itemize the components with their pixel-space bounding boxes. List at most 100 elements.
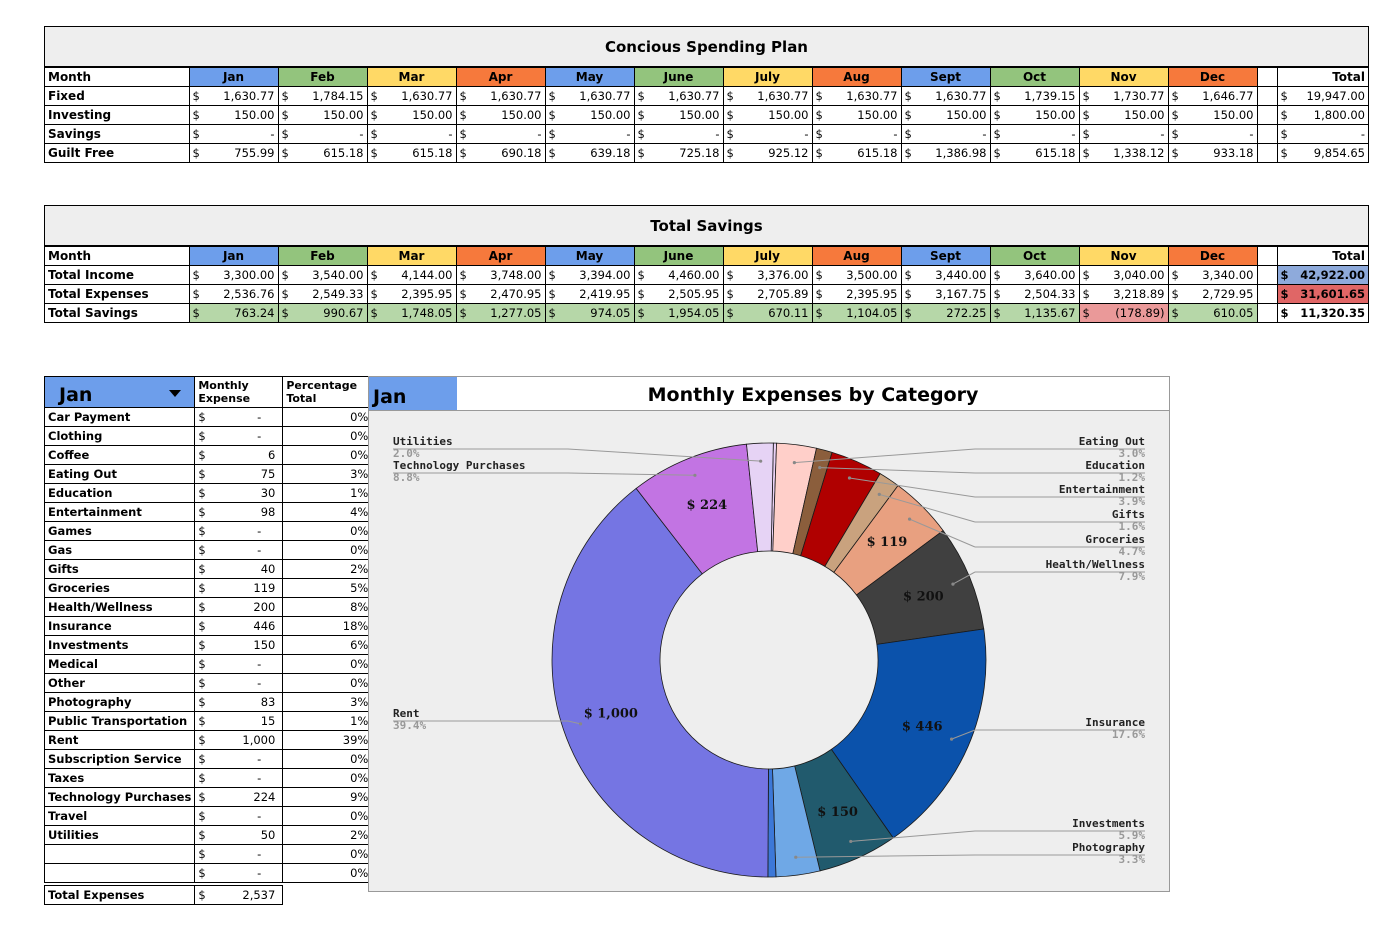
- category-amount[interactable]: $40: [194, 559, 284, 579]
- value-cell[interactable]: $974.05: [544, 303, 634, 322]
- category-amount[interactable]: $30: [194, 483, 284, 503]
- value-cell[interactable]: $610.05: [1167, 303, 1257, 322]
- value-cell[interactable]: $615.18: [811, 143, 901, 162]
- value-cell[interactable]: $615.18: [366, 143, 456, 162]
- value-cell[interactable]: $150.00: [277, 105, 367, 125]
- category-amount[interactable]: $119: [194, 578, 284, 598]
- value-cell[interactable]: $3,376.00: [722, 265, 812, 285]
- category-amount[interactable]: $ -: [194, 654, 284, 674]
- value-cell[interactable]: $1,630.77: [633, 86, 723, 106]
- value-cell[interactable]: $3,340.00: [1167, 265, 1257, 285]
- value-cell[interactable]: $ -: [277, 124, 367, 144]
- value-cell[interactable]: $150.00: [989, 105, 1079, 125]
- category-amount[interactable]: $446: [194, 616, 284, 636]
- value-cell[interactable]: $3,440.00: [900, 265, 990, 285]
- value-cell[interactable]: $990.67: [277, 303, 367, 322]
- category-amount[interactable]: $224: [194, 787, 284, 807]
- value-cell[interactable]: $1,277.05: [455, 303, 545, 322]
- value-cell[interactable]: $1,104.05: [811, 303, 901, 322]
- slice-insurance[interactable]: [830, 628, 987, 839]
- value-cell[interactable]: $1,630.77: [455, 86, 545, 106]
- category-amount[interactable]: $ -: [194, 844, 284, 864]
- month-dropdown[interactable]: Jan: [43, 376, 196, 408]
- value-cell[interactable]: $1,135.67: [989, 303, 1079, 322]
- value-cell[interactable]: $3,394.00: [544, 265, 634, 285]
- value-cell[interactable]: $3,167.75: [900, 284, 990, 304]
- value-cell[interactable]: $ -: [1078, 124, 1168, 144]
- row-total-cell[interactable]: $19,947.00: [1276, 86, 1368, 106]
- category-amount[interactable]: $ -: [194, 521, 284, 541]
- value-cell[interactable]: $3,540.00: [277, 265, 367, 285]
- value-cell[interactable]: $150.00: [900, 105, 990, 125]
- value-cell[interactable]: $272.25: [900, 303, 990, 322]
- category-amount[interactable]: $ -: [194, 749, 284, 769]
- value-cell[interactable]: $2,549.33: [277, 284, 367, 304]
- value-cell[interactable]: $1,630.77: [366, 86, 456, 106]
- category-amount[interactable]: $ -: [194, 540, 284, 560]
- value-cell[interactable]: $3,748.00: [455, 265, 545, 285]
- value-cell[interactable]: $1,784.15: [277, 86, 367, 106]
- category-amount[interactable]: $50: [194, 825, 284, 845]
- slice-rent[interactable]: [551, 487, 769, 878]
- value-cell[interactable]: $725.18: [633, 143, 723, 162]
- chevron-down-icon[interactable]: [169, 390, 182, 397]
- category-amount[interactable]: $ -: [194, 768, 284, 788]
- value-cell[interactable]: $ -: [811, 124, 901, 144]
- value-cell[interactable]: $639.18: [544, 143, 634, 162]
- value-cell[interactable]: $150.00: [722, 105, 812, 125]
- value-cell[interactable]: $1,730.77: [1078, 86, 1168, 106]
- value-cell[interactable]: $1,646.77: [1167, 86, 1257, 106]
- value-cell[interactable]: $1,630.77: [188, 86, 278, 106]
- value-cell[interactable]: $2,729.95: [1167, 284, 1257, 304]
- value-cell[interactable]: $ -: [544, 124, 634, 144]
- value-cell[interactable]: $1,954.05: [633, 303, 723, 322]
- category-amount[interactable]: $15: [194, 711, 284, 731]
- value-cell[interactable]: $ -: [900, 124, 990, 144]
- value-cell[interactable]: $3,300.00: [188, 265, 278, 285]
- value-cell[interactable]: $2,419.95: [544, 284, 634, 304]
- value-cell[interactable]: $150.00: [1078, 105, 1168, 125]
- value-cell[interactable]: $2,470.95: [455, 284, 545, 304]
- value-cell[interactable]: $150.00: [544, 105, 634, 125]
- value-cell[interactable]: $2,536.76: [188, 284, 278, 304]
- category-amount[interactable]: $200: [194, 597, 284, 617]
- value-cell[interactable]: $1,630.77: [811, 86, 901, 106]
- value-cell[interactable]: $933.18: [1167, 143, 1257, 162]
- value-cell[interactable]: $615.18: [989, 143, 1079, 162]
- value-cell[interactable]: $615.18: [277, 143, 367, 162]
- value-cell[interactable]: $763.24: [188, 303, 278, 322]
- value-cell[interactable]: $3,040.00: [1078, 265, 1168, 285]
- slice-utilities[interactable]: [746, 442, 774, 553]
- category-amount[interactable]: $ -: [194, 673, 284, 693]
- row-total-cell[interactable]: $9,854.65: [1276, 143, 1368, 162]
- value-cell[interactable]: $ -: [366, 124, 456, 144]
- category-amount[interactable]: $ -: [194, 426, 284, 446]
- value-cell[interactable]: $690.18: [455, 143, 545, 162]
- category-amount[interactable]: $ -: [194, 407, 284, 427]
- category-amount[interactable]: $83: [194, 692, 284, 712]
- value-cell[interactable]: $ -: [633, 124, 723, 144]
- value-cell[interactable]: $670.11: [722, 303, 812, 322]
- value-cell[interactable]: $ -: [722, 124, 812, 144]
- value-cell[interactable]: $1,748.05: [366, 303, 456, 322]
- value-cell[interactable]: $1,739.15: [989, 86, 1079, 106]
- value-cell[interactable]: $150.00: [811, 105, 901, 125]
- value-cell[interactable]: $3,218.89: [1078, 284, 1168, 304]
- value-cell[interactable]: $ -: [1167, 124, 1257, 144]
- category-amount[interactable]: $ -: [194, 863, 284, 883]
- value-cell[interactable]: $4,144.00: [366, 265, 456, 285]
- value-cell[interactable]: $1,338.12: [1078, 143, 1168, 162]
- value-cell[interactable]: $925.12: [722, 143, 812, 162]
- row-total-cell[interactable]: $31,601.65: [1276, 284, 1368, 304]
- row-total-cell[interactable]: $11,320.35: [1276, 303, 1368, 322]
- value-cell[interactable]: $1,386.98: [900, 143, 990, 162]
- value-cell[interactable]: $1,630.77: [722, 86, 812, 106]
- value-cell[interactable]: $ (178.89): [1078, 303, 1168, 322]
- category-amount[interactable]: $6: [194, 445, 284, 465]
- row-total-cell[interactable]: $42,922.00: [1276, 265, 1368, 285]
- category-amount[interactable]: $ -: [194, 806, 284, 826]
- row-total-cell[interactable]: $ -: [1276, 124, 1368, 144]
- value-cell[interactable]: $ -: [989, 124, 1079, 144]
- value-cell[interactable]: $4,460.00: [633, 265, 723, 285]
- value-cell[interactable]: $150.00: [188, 105, 278, 125]
